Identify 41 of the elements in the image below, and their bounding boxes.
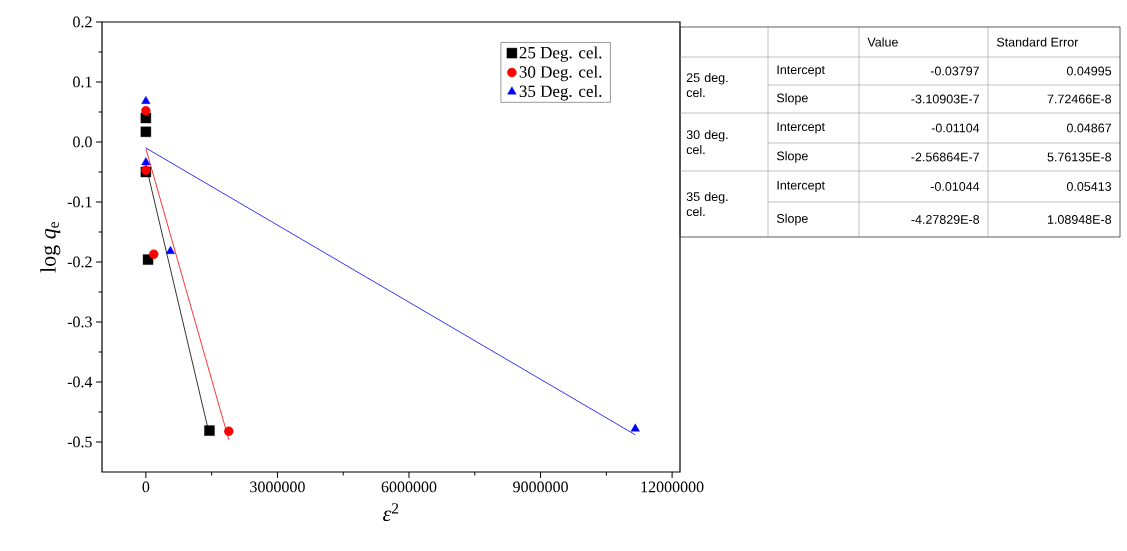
x-tick-label: 0 — [142, 481, 150, 493]
text: Intercept — [777, 122, 825, 134]
text: 25 deg. cel. — [686, 72, 728, 98]
text: Slope — [776, 93, 808, 105]
text: Standard Error — [996, 37, 1079, 47]
text: Intercept — [777, 65, 825, 77]
y-tick-label: -0.1 — [67, 196, 92, 208]
text: Intercept — [777, 180, 825, 193]
text: -0.03797 — [930, 66, 979, 76]
text: -2.56864E-7 — [911, 152, 979, 162]
text: 7.72466E-8 — [1047, 94, 1112, 104]
y-tick-label: -0.5 — [67, 436, 92, 448]
x-tick-label: 12000000 — [641, 481, 704, 493]
text: Value — [867, 37, 898, 47]
text: 0.04867 — [1066, 123, 1111, 133]
legend-label: 35 Deg. cel. — [519, 85, 602, 101]
y-tick-label: 0.0 — [73, 136, 92, 148]
y-tick-label: -0.3 — [67, 316, 92, 328]
x-axis-title: ε$^{2}$ — [383, 503, 399, 522]
text: -4.27829E-8 — [911, 215, 980, 224]
y-tick-label: 0.2 — [73, 16, 92, 28]
text: 1.08948E-8 — [1047, 215, 1112, 224]
y-tick-label: 0.1 — [73, 76, 92, 88]
y-tick-label: -0.4 — [67, 376, 93, 388]
text: 0.04995 — [1066, 66, 1112, 76]
text: 5.76135E-8 — [1047, 152, 1112, 162]
x-tick-label: 9000000 — [513, 481, 568, 493]
legend-label: 30 Deg. cel. — [519, 65, 602, 82]
legend-label: 25 Deg. cel. — [519, 46, 602, 62]
text: -3.10903E-7 — [911, 94, 979, 104]
text: -0.01044 — [930, 182, 980, 191]
text: 0.05413 — [1066, 182, 1112, 191]
text: -0.01104 — [931, 123, 980, 133]
y-axis-title: log q$_{e}$ — [40, 222, 61, 273]
x-tick-label: 3000000 — [250, 481, 305, 493]
text: Slope — [776, 213, 808, 226]
text: 35 deg. cel. — [686, 191, 728, 217]
text: 30 deg. cel. — [686, 129, 728, 155]
y-tick-label: -0.2 — [67, 256, 92, 268]
text: Slope — [776, 151, 808, 163]
x-tick-label: 6000000 — [381, 481, 437, 493]
